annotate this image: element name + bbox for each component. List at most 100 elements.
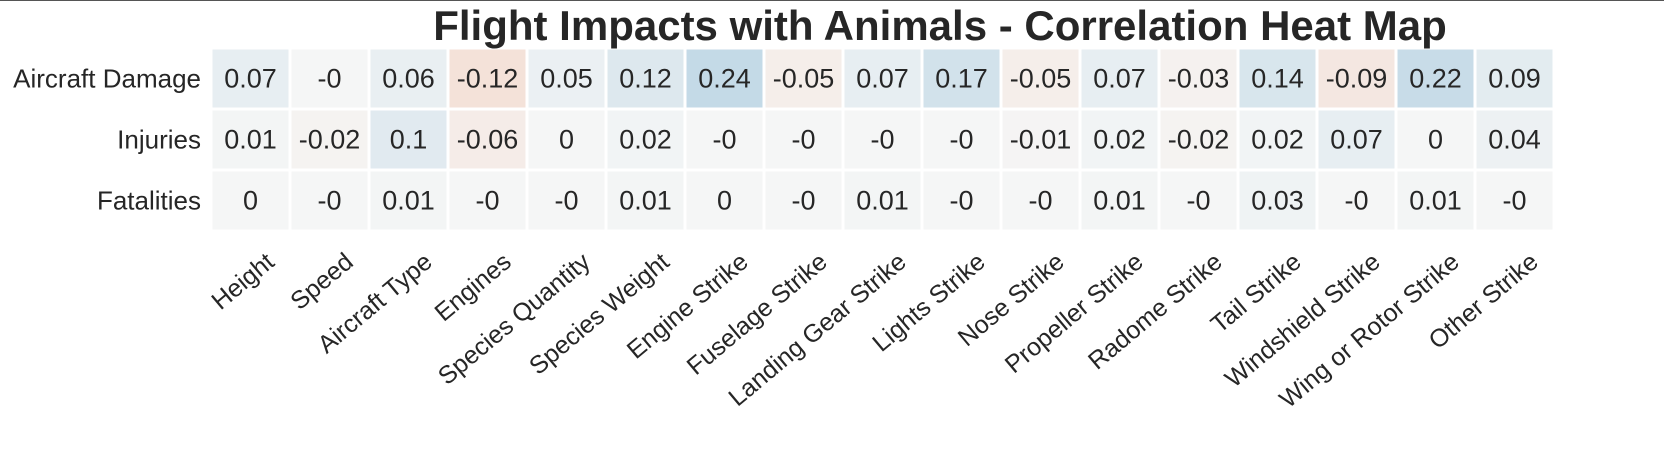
- heatmap-cell: [1318, 49, 1395, 108]
- cell-value-label: -0.01: [1010, 125, 1072, 155]
- cell-value-label: 0: [717, 186, 732, 216]
- row-label: Injuries: [117, 125, 201, 155]
- heatmap-cell: [449, 110, 526, 169]
- cell-value-label: 0.17: [935, 64, 988, 94]
- heatmap-cell: [1397, 171, 1474, 230]
- heatmap-cell: [370, 49, 447, 108]
- cell-value-label: 0.22: [1409, 64, 1462, 94]
- chart-title: Flight Impacts with Animals - Correlatio…: [433, 2, 1447, 49]
- cell-value-label: -0.02: [1168, 125, 1230, 155]
- heatmap-cell: [449, 171, 526, 230]
- cell-value-label: -0: [475, 186, 499, 216]
- cell-value-label: -0: [1028, 186, 1052, 216]
- cell-value-label: -0.02: [299, 125, 361, 155]
- cell-value-label: -0: [1502, 186, 1526, 216]
- heatmap-cell: [1002, 171, 1079, 230]
- top-border-line: [0, 0, 1664, 1]
- heatmap-cell: [449, 49, 526, 108]
- heatmap-cells: 0.07 -0 0.06 -0.12 0.05 0.12 0.24 -0.05 0.07 0.17…: [212, 49, 1553, 230]
- heatmap-cell: [1239, 49, 1316, 108]
- cell-value-label: -0: [317, 186, 341, 216]
- cell-value-label: 0.01: [1093, 186, 1146, 216]
- heatmap-cell: [1002, 110, 1079, 169]
- heatmap-cell: [1397, 49, 1474, 108]
- heatmap-cell: [923, 171, 1000, 230]
- cell-value-label: 0.07: [1093, 64, 1146, 94]
- cell-value-label: 0.02: [1093, 125, 1146, 155]
- heatmap-cell: [212, 171, 289, 230]
- heatmap-cell: [765, 49, 842, 108]
- heatmap-cell: [607, 110, 684, 169]
- cell-value-label: 0.04: [1488, 125, 1541, 155]
- heatmap-cell: [528, 171, 605, 230]
- heatmap-cell: [844, 49, 921, 108]
- heatmap-cell: [370, 110, 447, 169]
- cell-value-label: 0.07: [1330, 125, 1383, 155]
- heatmap-cell: [923, 110, 1000, 169]
- heatmap-cell: [1318, 171, 1395, 230]
- heatmap-cell: [1160, 171, 1237, 230]
- cell-value-label: -0: [949, 125, 973, 155]
- heatmap-cell: [844, 171, 921, 230]
- cell-value-label: 0.07: [224, 64, 277, 94]
- column-label: Propeller Strike: [1000, 248, 1149, 379]
- cell-value-label: -0: [870, 125, 894, 155]
- heatmap-cell: [1160, 49, 1237, 108]
- column-label: Speed: [285, 248, 358, 316]
- heatmap-cell: [291, 49, 368, 108]
- heatmap-cell: [1081, 49, 1158, 108]
- heatmap-cell: [291, 171, 368, 230]
- column-label: Radome Strike: [1083, 248, 1228, 376]
- cell-value-label: 0.06: [382, 64, 435, 94]
- cell-value-label: -0: [554, 186, 578, 216]
- heatmap-cell: [1476, 49, 1553, 108]
- cell-value-label: 0.12: [619, 64, 672, 94]
- heatmap-cell: [528, 110, 605, 169]
- heatmap-cell: [370, 171, 447, 230]
- row-label: Aircraft Damage: [13, 64, 201, 94]
- cell-value-label: 0.03: [1251, 186, 1304, 216]
- cell-value-label: 0.02: [619, 125, 672, 155]
- heatmap-cell: [607, 171, 684, 230]
- cell-value-label: 0.14: [1251, 64, 1304, 94]
- cell-value-label: 0.07: [856, 64, 909, 94]
- cell-value-label: -0.05: [1010, 64, 1072, 94]
- heatmap-cell: [686, 171, 763, 230]
- column-label: Height: [206, 248, 279, 316]
- cell-value-label: 0.01: [224, 125, 277, 155]
- cell-value-label: -0.05: [773, 64, 835, 94]
- column-label: Species Weight: [524, 248, 675, 381]
- row-labels: Aircraft Damage Injuries Fatalities: [13, 64, 201, 216]
- heatmap-cell: [1239, 171, 1316, 230]
- cell-value-label: -0: [1344, 186, 1368, 216]
- cell-value-label: -0: [791, 186, 815, 216]
- heatmap-cell: [1476, 110, 1553, 169]
- heatmap-cell: [1239, 110, 1316, 169]
- heatmap-cell: [923, 49, 1000, 108]
- cell-value-label: 0: [1428, 125, 1443, 155]
- heatmap-cell: [607, 49, 684, 108]
- column-label: Fuselage Strike: [682, 248, 833, 381]
- cell-value-label: -0: [791, 125, 815, 155]
- heatmap-cell: [1002, 49, 1079, 108]
- cell-value-label: 0.1: [390, 125, 428, 155]
- cell-value-label: 0.01: [619, 186, 672, 216]
- heatmap-cell: [1081, 171, 1158, 230]
- cell-value-label: -0: [949, 186, 973, 216]
- heatmap-cell: [1081, 110, 1158, 169]
- cell-value-label: 0.02: [1251, 125, 1304, 155]
- cell-value-label: 0.24: [698, 64, 751, 94]
- heatmap-cell: [291, 110, 368, 169]
- cell-value-label: 0.05: [540, 64, 593, 94]
- cell-value-label: -0.09: [1326, 64, 1388, 94]
- cell-value-label: -0.12: [457, 64, 519, 94]
- heatmap-cell: [765, 171, 842, 230]
- cell-value-label: -0.03: [1168, 64, 1230, 94]
- heatmap-cell: [686, 49, 763, 108]
- heatmap-cell: [528, 49, 605, 108]
- heatmap-cell: [1397, 110, 1474, 169]
- cell-value-label: -0: [317, 64, 341, 94]
- heatmap-cell: [1318, 110, 1395, 169]
